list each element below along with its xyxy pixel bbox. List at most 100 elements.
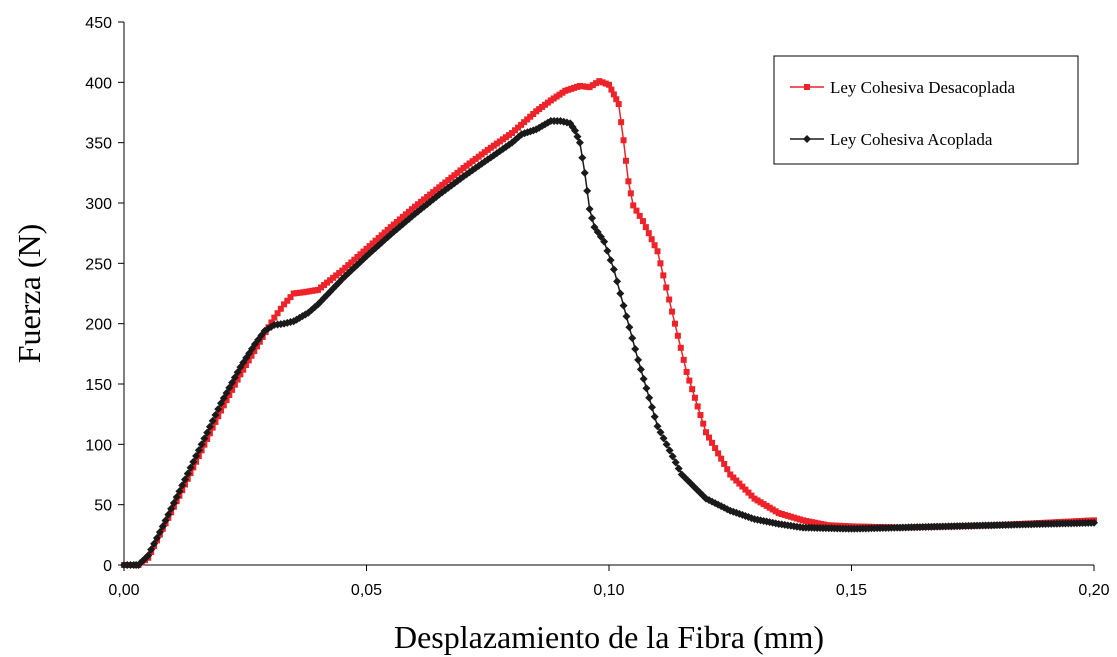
- data-point: [460, 165, 467, 172]
- data-point: [781, 511, 788, 518]
- data-point: [796, 516, 803, 523]
- series-layer: [120, 78, 1098, 569]
- data-point: [599, 79, 606, 86]
- data-point: [680, 356, 687, 363]
- series-line: [124, 120, 1095, 566]
- data-point: [339, 267, 346, 274]
- data-point: [192, 452, 201, 461]
- data-point: [384, 226, 391, 233]
- data-point: [189, 457, 198, 466]
- data-point: [727, 471, 734, 478]
- data-point: [200, 434, 209, 443]
- data-point: [297, 289, 304, 296]
- data-point: [636, 365, 645, 374]
- data-point: [381, 229, 388, 236]
- data-point: [653, 422, 662, 431]
- data-point: [580, 83, 587, 90]
- data-point: [396, 216, 403, 223]
- data-point: [481, 149, 488, 156]
- data-point: [613, 96, 620, 103]
- data-point: [618, 119, 625, 126]
- data-point: [208, 416, 217, 425]
- data-point: [766, 504, 773, 511]
- data-point: [290, 290, 297, 297]
- data-point: [436, 184, 443, 191]
- data-point: [372, 237, 379, 244]
- data-point: [251, 348, 258, 355]
- data-point: [530, 111, 537, 118]
- data-point: [677, 344, 684, 351]
- y-axis-title: Fuerza (N): [11, 224, 47, 363]
- legend-item: Ley Cohesiva Desacoplada: [790, 78, 1015, 97]
- data-point: [487, 144, 494, 151]
- data-point: [606, 256, 615, 265]
- data-point: [268, 319, 275, 326]
- data-point: [657, 260, 664, 267]
- data-point: [345, 262, 352, 269]
- data-point: [615, 101, 622, 108]
- data-point: [602, 80, 609, 87]
- data-point: [274, 310, 281, 317]
- data-point: [812, 519, 819, 526]
- data-point: [772, 508, 779, 515]
- data-point: [718, 455, 725, 462]
- data-point: [613, 277, 622, 286]
- data-point: [633, 207, 640, 214]
- data-point: [445, 177, 452, 184]
- data-point: [390, 221, 397, 228]
- data-point: [203, 428, 212, 437]
- data-point: [469, 158, 476, 165]
- y-tick-label: 100: [85, 437, 112, 454]
- data-point: [724, 466, 731, 473]
- data-point: [197, 440, 206, 449]
- data-point: [327, 277, 334, 284]
- data-point: [671, 458, 680, 467]
- data-point: [412, 203, 418, 210]
- data-point: [818, 520, 825, 527]
- data-point: [739, 483, 746, 490]
- data-point: [418, 198, 425, 205]
- data-point: [427, 191, 434, 198]
- data-point: [647, 403, 656, 412]
- data-point: [220, 402, 227, 409]
- data-point: [674, 332, 681, 339]
- data-point: [616, 289, 625, 298]
- data-point: [659, 434, 668, 443]
- data-point: [144, 551, 153, 560]
- data-point: [360, 248, 367, 255]
- y-tick-label: 400: [85, 75, 112, 92]
- data-point: [284, 297, 291, 304]
- data-point: [186, 463, 195, 472]
- data-point: [622, 312, 631, 321]
- data-point: [754, 497, 761, 504]
- series-2: [120, 116, 1098, 569]
- data-point: [336, 269, 343, 276]
- data-point: [730, 474, 737, 481]
- data-point: [603, 246, 612, 255]
- data-point: [654, 248, 661, 255]
- data-point: [634, 355, 643, 364]
- data-point: [318, 284, 325, 291]
- y-tick-label: 50: [94, 498, 112, 515]
- data-point: [662, 440, 671, 449]
- data-point: [645, 393, 654, 402]
- data-point: [697, 412, 704, 419]
- data-point: [248, 352, 255, 359]
- data-point: [424, 193, 431, 200]
- y-ticks: 0 50 100 150 200 250 300 350 400 450: [85, 15, 124, 575]
- y-tick-label: 200: [85, 317, 112, 334]
- x-tick-label: 0,15: [836, 582, 867, 599]
- data-point: [475, 153, 482, 160]
- data-point: [430, 189, 437, 196]
- data-point: [147, 545, 156, 554]
- data-point: [169, 498, 178, 507]
- y-tick-label: 350: [85, 136, 112, 153]
- data-point: [369, 240, 376, 247]
- data-point: [586, 84, 593, 91]
- y-tick-label: 150: [85, 377, 112, 394]
- data-point: [573, 132, 582, 141]
- data-point: [248, 344, 257, 353]
- data-point: [150, 539, 159, 548]
- data-point: [176, 492, 183, 499]
